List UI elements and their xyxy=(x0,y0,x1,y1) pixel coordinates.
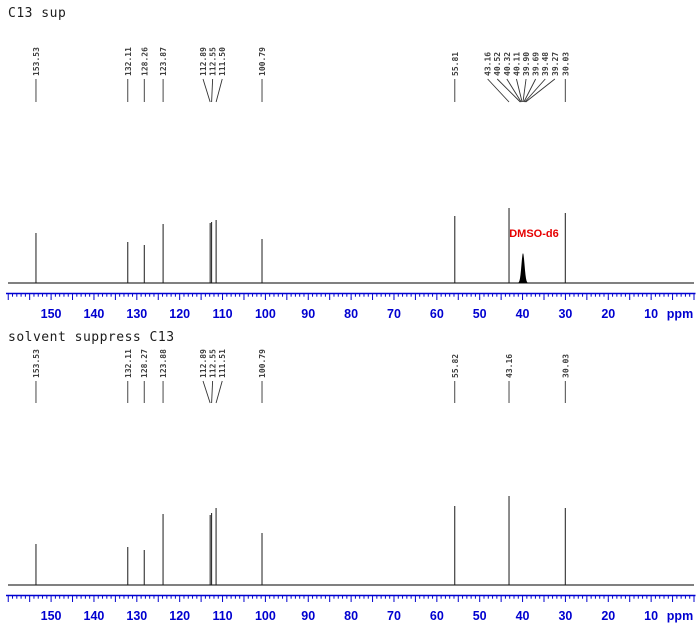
x-axis-unit-label: ppm xyxy=(667,307,693,321)
peak-leader-line xyxy=(215,78,223,103)
peak-value-label: 40.52 xyxy=(493,52,502,76)
peak-leader-line xyxy=(524,78,546,103)
peak-value-label: 112.55 xyxy=(209,349,218,378)
x-axis-tick-label: 80 xyxy=(344,609,358,623)
peak-value-label: 100.79 xyxy=(258,349,267,378)
peak-value-label: 132.11 xyxy=(124,47,133,76)
peak-value-label: 111.50 xyxy=(218,47,227,76)
solvent-annotation: DMSO-d6 xyxy=(509,228,559,240)
x-axis-tick-label: 30 xyxy=(558,609,572,623)
peak-leader-line xyxy=(202,78,211,103)
x-axis-tick-label: 150 xyxy=(41,609,62,623)
peak-value-label: 40.11 xyxy=(512,52,521,76)
solvent-multiplet-peak xyxy=(516,253,529,283)
peak-value-label: 43.16 xyxy=(505,354,514,378)
x-axis-tick-label: 10 xyxy=(644,307,658,321)
peak-value-label: 39.69 xyxy=(532,52,541,76)
x-axis-tick-label: 120 xyxy=(169,307,190,321)
peak-value-label: 55.81 xyxy=(451,52,460,76)
spectrum-title-bottom: solvent suppress C13 xyxy=(8,330,175,345)
x-axis-tick-label: 40 xyxy=(516,307,530,321)
peak-value-label: 39.48 xyxy=(541,52,550,76)
x-axis-tick-label: 50 xyxy=(473,609,487,623)
spectrum-panel-top: 153.53 132.11 128.26 123.87 112.89 112.55 111.… xyxy=(6,47,696,321)
x-axis-tick-label: 20 xyxy=(601,609,615,623)
peak-value-label: 39.90 xyxy=(522,52,531,76)
x-axis-tick-label: 140 xyxy=(84,609,105,623)
x-axis-tick-label: 90 xyxy=(301,609,315,623)
x-axis-tick-label: 140 xyxy=(84,307,105,321)
peak-value-label: 132.11 xyxy=(124,349,133,378)
peak-leader-line xyxy=(202,380,211,404)
peak-value-label: 100.79 xyxy=(258,47,267,76)
x-axis-unit-label: ppm xyxy=(667,609,693,623)
peak-value-label: 43.16 xyxy=(484,52,493,76)
spectrum-panel-bottom: 153.53 132.11 128.27 123.88 112.89 112.55 111.… xyxy=(6,349,696,623)
x-axis-tick-label: 40 xyxy=(516,609,530,623)
peak-value-label: 123.87 xyxy=(159,47,168,76)
x-axis-tick-label: 20 xyxy=(601,307,615,321)
peak-value-label: 39.27 xyxy=(551,52,560,76)
x-axis-tick-label: 70 xyxy=(387,609,401,623)
peak-value-label: 55.82 xyxy=(451,354,460,378)
peak-leader-line xyxy=(211,78,214,103)
peak-leader-line xyxy=(211,380,214,404)
peak-leader-line xyxy=(522,78,527,103)
x-axis-tick-label: 30 xyxy=(558,307,572,321)
peak-value-label: 112.89 xyxy=(199,47,208,76)
x-axis-tick-label: 130 xyxy=(126,609,147,623)
peak-value-label: 30.03 xyxy=(561,354,570,378)
x-axis-tick-label: 120 xyxy=(169,609,190,623)
x-axis-tick-label: 150 xyxy=(41,307,62,321)
peak-value-label: 112.55 xyxy=(209,47,218,76)
x-axis-tick-label: 130 xyxy=(126,307,147,321)
x-axis-tick-label: 10 xyxy=(644,609,658,623)
peak-leader-line xyxy=(496,78,521,103)
x-axis-tick-label: 70 xyxy=(387,307,401,321)
peak-leader-line xyxy=(523,78,537,103)
x-axis-tick-label: 90 xyxy=(301,307,315,321)
peak-value-label: 112.89 xyxy=(199,349,208,378)
x-axis-tick-label: 80 xyxy=(344,307,358,321)
x-axis-tick-label: 110 xyxy=(212,609,232,623)
x-axis-tick-label: 100 xyxy=(255,609,276,623)
x-axis-tick-label: 110 xyxy=(212,307,232,321)
spectrum-title-top: C13 sup xyxy=(8,6,67,21)
peak-leader-line xyxy=(215,380,223,404)
peak-leader-line xyxy=(506,78,522,103)
peak-leader-line xyxy=(516,78,523,103)
peak-value-label: 111.51 xyxy=(218,349,227,378)
peak-value-label: 30.03 xyxy=(561,52,570,76)
peak-value-label: 40.32 xyxy=(503,52,512,76)
peak-value-label: 128.27 xyxy=(140,349,149,378)
x-axis-tick-label: 100 xyxy=(255,307,276,321)
peak-leader-line xyxy=(525,78,556,103)
peak-leader-line xyxy=(487,78,510,103)
peak-value-label: 123.88 xyxy=(159,349,168,378)
peak-value-label: 128.26 xyxy=(140,47,149,76)
x-axis-tick-label: 50 xyxy=(473,307,487,321)
peak-value-label: 153.53 xyxy=(32,349,41,378)
peak-value-label: 153.53 xyxy=(32,47,41,76)
x-axis-tick-label: 60 xyxy=(430,307,444,321)
x-axis-tick-label: 60 xyxy=(430,609,444,623)
